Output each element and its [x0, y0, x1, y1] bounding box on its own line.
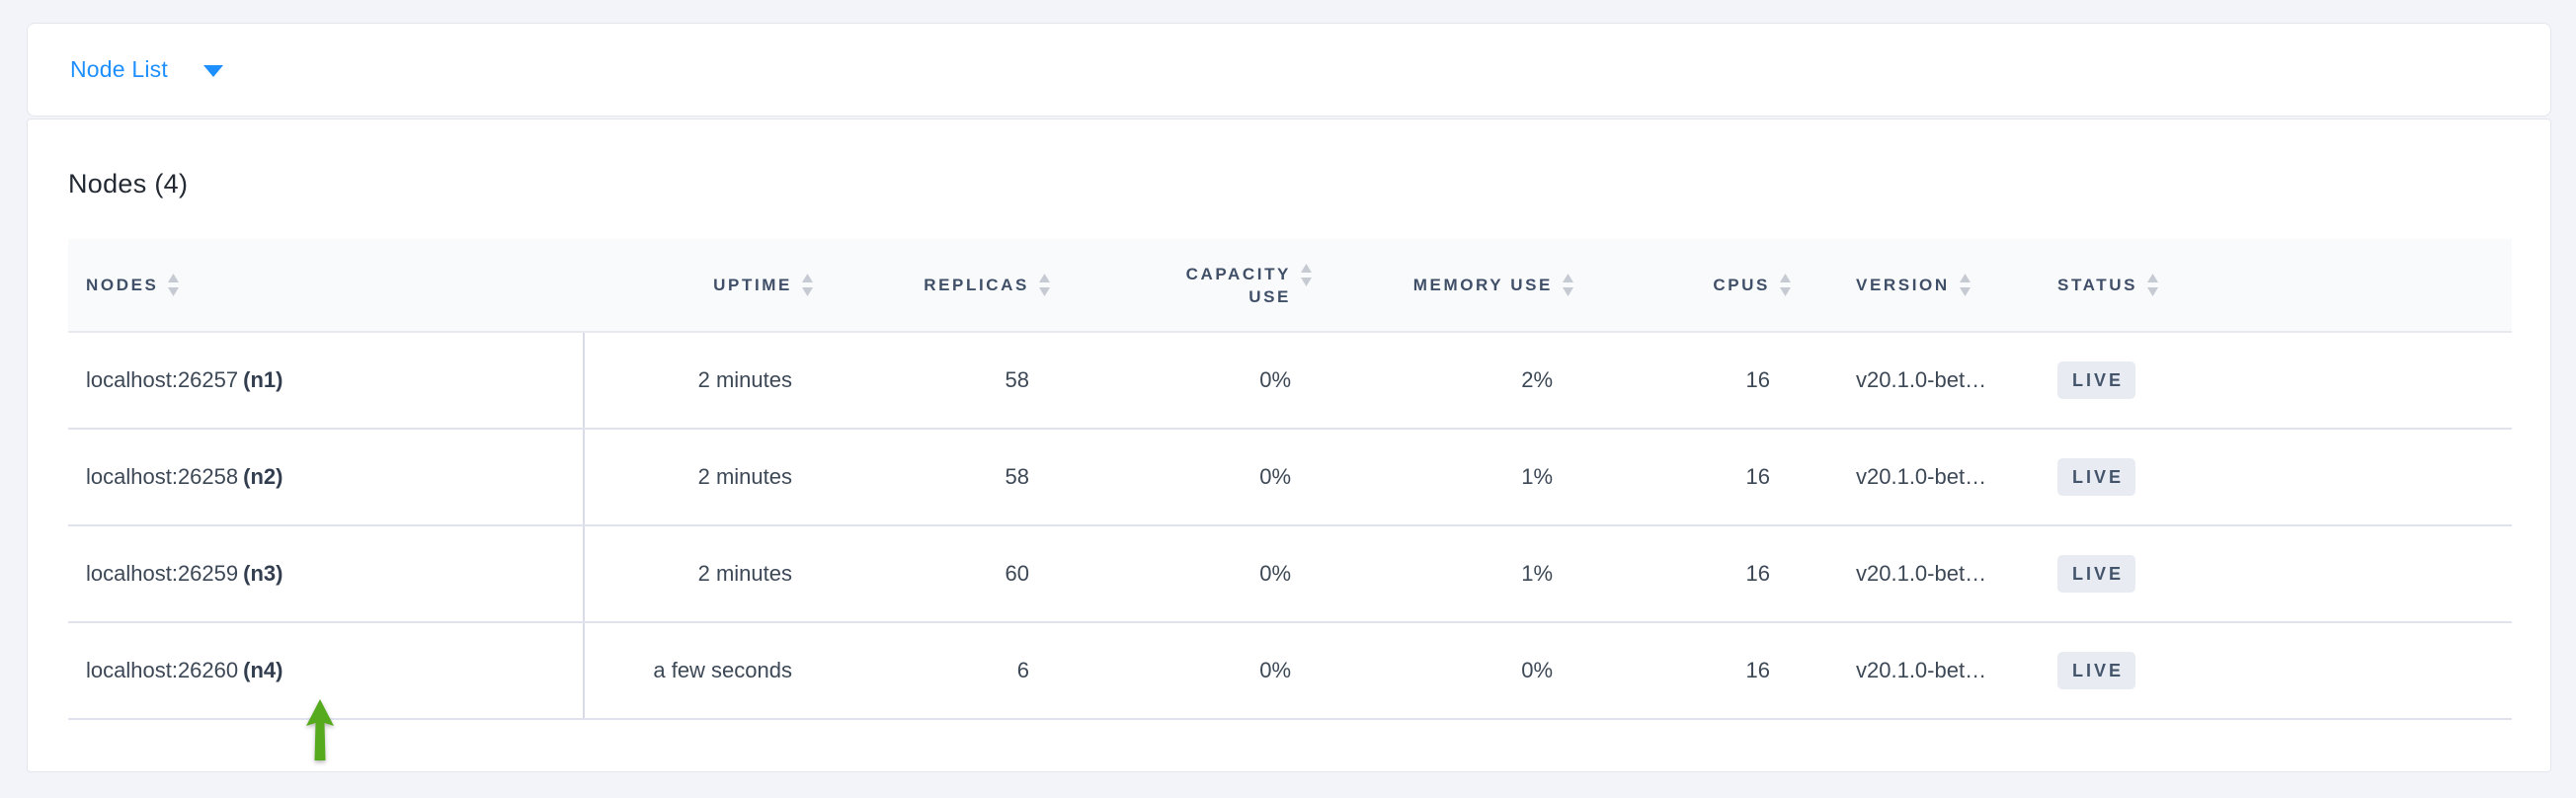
column-header-cpus[interactable]: CPUS [1606, 239, 1823, 333]
column-header-capacity-use[interactable]: CAPACITY USE [1083, 239, 1344, 333]
version-cell: v20.1.0-bet… [1823, 429, 2036, 526]
nodes-card: Nodes (4) NODES UPTIME [27, 119, 2551, 772]
table-row-n3[interactable]: localhost:26259 (n3) 2 minutes 60 0% 1% 1… [68, 525, 2512, 623]
node-id: (n3) [243, 561, 283, 586]
sort-icon [1563, 274, 1573, 296]
capacity-use-cell: 0% [1083, 622, 1344, 720]
sort-icon [1959, 274, 1971, 296]
column-label: VERSION [1856, 276, 1950, 294]
cpus-cell: 16 [1606, 429, 1823, 526]
column-header-uptime[interactable]: UPTIME [584, 239, 845, 333]
view-selector-bar: Node List [27, 23, 2551, 117]
column-header-replicas[interactable]: REPLICAS [845, 239, 1083, 333]
caret-down-icon [202, 65, 223, 77]
node-address: localhost:26258 [86, 464, 239, 489]
table-row-n1[interactable]: localhost:26257 (n1) 2 minutes 58 0% 2% 1… [68, 332, 2512, 430]
memory-use-cell: 1% [1344, 525, 1606, 623]
node-name-cell[interactable]: localhost:26258 (n2) [68, 429, 585, 526]
column-label: STATUS [2057, 276, 2138, 294]
sort-icon [1039, 274, 1050, 296]
replicas-cell: 6 [845, 622, 1083, 720]
column-header-memory-use[interactable]: MEMORY USE [1344, 239, 1606, 333]
uptime-cell: 2 minutes [584, 429, 845, 526]
node-name-cell[interactable]: localhost:26260 (n4) [68, 622, 585, 720]
cpus-cell: 16 [1606, 525, 1823, 623]
page-title: Nodes (4) [68, 169, 189, 199]
version-cell: v20.1.0-bet… [1823, 622, 2036, 720]
cpus-cell: 16 [1606, 332, 1823, 430]
column-header-version[interactable]: VERSION [1823, 239, 2036, 333]
column-label: NODES [86, 276, 159, 294]
column-header-status[interactable]: STATUS [2036, 239, 2512, 333]
node-address: localhost:26257 [86, 367, 239, 392]
uptime-cell: a few seconds [584, 622, 845, 720]
node-name-cell[interactable]: localhost:26257 (n1) [68, 332, 585, 430]
node-id: (n4) [243, 658, 283, 682]
capacity-use-cell: 0% [1083, 525, 1344, 623]
node-address: localhost:26259 [86, 561, 239, 586]
status-badge: LIVE [2057, 361, 2136, 399]
replicas-cell: 60 [845, 525, 1083, 623]
status-cell: LIVE [2036, 429, 2512, 526]
status-cell: LIVE [2036, 525, 2512, 623]
uptime-cell: 2 minutes [584, 332, 845, 430]
column-header-nodes[interactable]: NODES [68, 239, 584, 333]
sort-icon [1780, 274, 1791, 296]
sort-icon [1301, 263, 1312, 286]
node-id: (n2) [243, 464, 283, 489]
replicas-cell: 58 [845, 429, 1083, 526]
table-header-row: NODES UPTIME REPLICAS [68, 239, 2512, 333]
node-list-table: NODES UPTIME REPLICAS [68, 239, 2512, 720]
cpus-cell: 16 [1606, 622, 1823, 720]
column-label: UPTIME [713, 276, 792, 294]
memory-use-cell: 0% [1344, 622, 1606, 720]
node-id: (n1) [243, 367, 283, 392]
column-label: REPLICAS [924, 276, 1029, 294]
memory-use-cell: 2% [1344, 332, 1606, 430]
sort-icon [168, 274, 180, 296]
node-address: localhost:26260 [86, 658, 239, 682]
replicas-cell: 58 [845, 332, 1083, 430]
column-label: MEMORY USE [1412, 276, 1553, 294]
capacity-use-cell: 0% [1083, 332, 1344, 430]
column-label: CAPACITY USE [1185, 264, 1291, 306]
capacity-use-cell: 0% [1083, 429, 1344, 526]
status-badge: LIVE [2057, 652, 2136, 689]
sort-icon [802, 274, 813, 296]
view-selector-dropdown[interactable]: Node List [70, 56, 223, 83]
status-cell: LIVE [2036, 332, 2512, 430]
view-selector-label: Node List [70, 56, 168, 82]
sort-icon [2147, 274, 2159, 296]
memory-use-cell: 1% [1344, 429, 1606, 526]
node-name-cell[interactable]: localhost:26259 (n3) [68, 525, 585, 623]
version-cell: v20.1.0-bet… [1823, 525, 2036, 623]
uptime-cell: 2 minutes [584, 525, 845, 623]
version-cell: v20.1.0-bet… [1823, 332, 2036, 430]
table-row-n4[interactable]: localhost:26260 (n4) a few seconds 6 0% 0… [68, 622, 2512, 720]
status-badge: LIVE [2057, 555, 2136, 593]
table-row-n2[interactable]: localhost:26258 (n2) 2 minutes 58 0% 1% 1… [68, 429, 2512, 526]
status-cell: LIVE [2036, 622, 2512, 720]
status-badge: LIVE [2057, 458, 2136, 496]
column-label: CPUS [1713, 276, 1770, 294]
